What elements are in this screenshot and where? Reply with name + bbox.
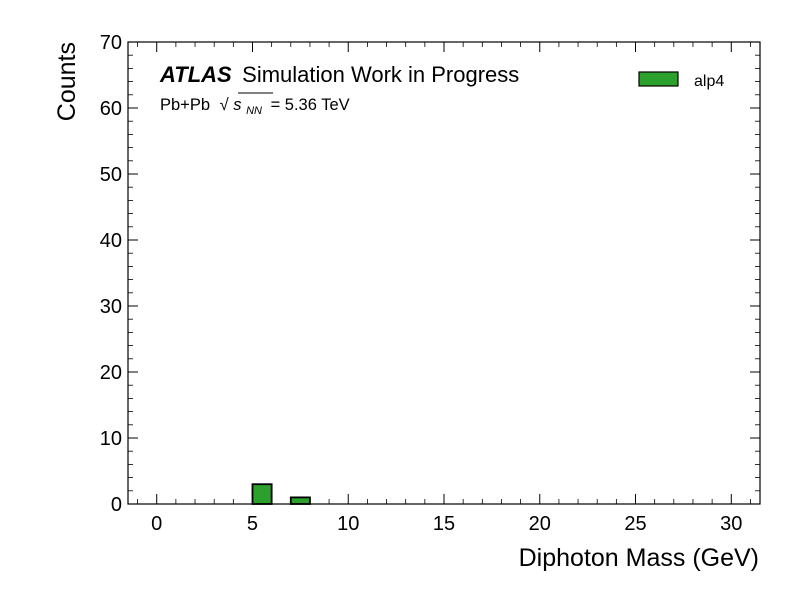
sqrt-symbol: √ (220, 96, 230, 114)
x-axis-label: Diphoton Mass (GeV) (519, 544, 759, 572)
sqrt-s-subscript: NN (246, 105, 262, 117)
energy-value: = 5.36 TeV (271, 96, 350, 114)
experiment-name: ATLAS (159, 62, 232, 87)
plot-frame (127, 41, 761, 505)
y-tick-label: 40 (100, 230, 122, 252)
sqrt-s-variable: s (233, 96, 241, 114)
histogram-bar (251, 483, 273, 505)
axis-tick-labels: 0 5 10 15 20 25 30 0 10 20 30 40 50 60 70 (100, 32, 743, 535)
x-tick-label: 15 (433, 513, 455, 535)
histogram-bars (251, 483, 311, 505)
x-tick-label: 25 (624, 513, 646, 535)
legend-label: alp4 (694, 73, 724, 90)
x-tick-label: 30 (720, 513, 742, 535)
collision-system: Pb+Pb (160, 96, 210, 114)
legend: alp4 (638, 71, 724, 90)
y-tick-label: 70 (100, 32, 122, 54)
y-tick-label: 10 (100, 428, 122, 450)
y-tick-label: 0 (111, 494, 122, 516)
collision-system-label: Pb+Pb √ s NN = 5.36 TeV (160, 96, 350, 118)
x-tick-label: 10 (337, 513, 359, 535)
atlas-label: ATLAS Simulation Work in Progress (159, 62, 519, 87)
legend-swatch (638, 71, 679, 87)
y-tick-label: 30 (100, 296, 122, 318)
simulation-status: Simulation Work in Progress (242, 62, 519, 87)
y-tick-label: 60 (100, 98, 122, 120)
x-tick-label: 5 (247, 513, 258, 535)
x-tick-label: 20 (529, 513, 551, 535)
x-tick-label: 0 (151, 513, 162, 535)
y-tick-label: 20 (100, 362, 122, 384)
y-axis-label: Counts (53, 42, 81, 121)
histogram-bar (289, 496, 311, 505)
axis-ticks (128, 41, 760, 505)
y-tick-label: 50 (100, 164, 122, 186)
